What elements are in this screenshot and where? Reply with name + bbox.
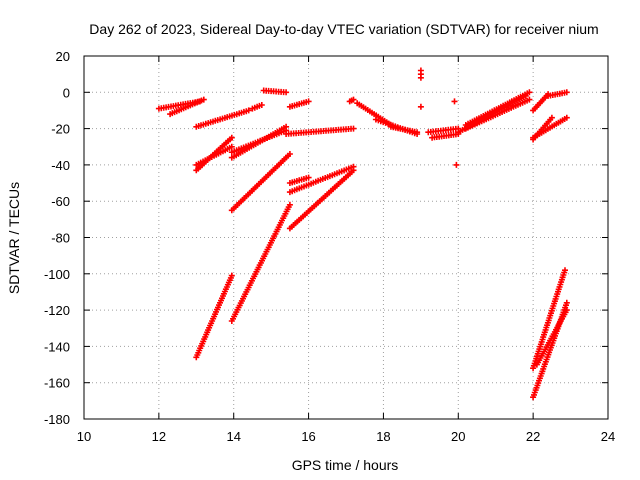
data-segment: [228, 201, 293, 324]
y-tick-label: -120: [44, 303, 70, 318]
y-tick-label: 0: [63, 85, 70, 100]
series-trace-5: [193, 201, 293, 361]
data-segment: [530, 114, 570, 141]
data-segment: [260, 87, 290, 96]
data-segment: [286, 167, 357, 232]
y-tick-label: -80: [51, 231, 70, 246]
data-segment: [533, 307, 570, 368]
data-point: [417, 103, 424, 110]
grid: [84, 56, 608, 419]
y-tick-label: -40: [51, 158, 70, 173]
data-segment: [530, 267, 568, 372]
x-tick-label: 20: [451, 429, 465, 444]
series-trace-2: [193, 123, 357, 174]
y-tick-label: -180: [44, 412, 70, 427]
data-segment: [193, 143, 235, 168]
data-segment: [429, 131, 462, 141]
data-segment: [286, 163, 357, 196]
series-trace-9: [530, 89, 570, 143]
series-trace-1: [155, 96, 265, 130]
x-axis-label: GPS time / hours: [292, 457, 399, 473]
data-points: [155, 67, 570, 401]
data-segment: [283, 125, 357, 137]
data-segment: [462, 89, 533, 128]
y-tick-label: -20: [51, 122, 70, 137]
data-point: [453, 161, 460, 168]
data-segment: [228, 151, 293, 214]
data-segment: [286, 98, 312, 110]
data-point: [417, 74, 424, 81]
x-tick-label: 24: [601, 429, 615, 444]
x-tick-label: 18: [376, 429, 390, 444]
data-segment: [249, 102, 265, 112]
data-segment: [425, 125, 462, 136]
x-tick-label: 16: [301, 429, 315, 444]
chart-title: Day 262 of 2023, Sidereal Day-to-day VTE…: [89, 21, 598, 37]
series-trace-4: [228, 151, 357, 232]
data-segment: [193, 272, 235, 361]
data-segment: [286, 174, 312, 186]
plot-frame: [83, 55, 609, 420]
data-segment: [545, 89, 570, 99]
y-axis-label: SDTVAR / TECUs: [6, 182, 22, 294]
data-point: [451, 98, 458, 105]
x-tick-label: 14: [226, 429, 240, 444]
y-tick-label: -60: [51, 194, 70, 209]
series-trace-6: [354, 100, 462, 141]
axis-ticks: 10 12 14 16 18 20 22 24 20 0 -20 -40 -60 -80 -100 -120 -…: [44, 49, 615, 444]
series-trace-10: [530, 267, 570, 401]
y-tick-label: -100: [44, 267, 70, 282]
data-segment: [372, 116, 421, 137]
data-segment: [462, 96, 533, 132]
y-tick-label: -160: [44, 376, 70, 391]
data-segment: [193, 107, 252, 130]
y-tick-label: 20: [56, 49, 70, 64]
x-tick-label: 10: [77, 429, 91, 444]
data-segment: [167, 96, 207, 118]
series-trace-7: [455, 89, 533, 136]
x-tick-label: 22: [526, 429, 540, 444]
y-tick-label: -140: [44, 339, 70, 354]
series-trace-8: [417, 67, 460, 168]
series-trace-3: [260, 87, 357, 110]
x-tick-label: 12: [152, 429, 166, 444]
data-segment: [228, 127, 290, 156]
data-segment: [346, 96, 357, 105]
